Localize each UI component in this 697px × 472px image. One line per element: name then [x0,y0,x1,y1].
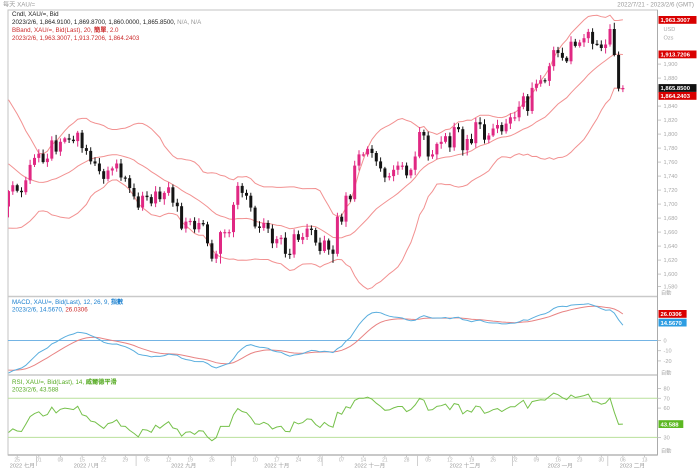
svg-text:1,840: 1,840 [664,104,678,110]
svg-text:BBand, XAU/=, Bid(Last), 20, 簡: BBand, XAU/=, Bid(Last), 20, 簡單, 2.0 [12,26,119,34]
svg-text:26: 26 [209,458,215,464]
svg-text:25: 25 [14,458,20,464]
svg-text:31: 31 [317,458,323,464]
svg-text:19: 19 [187,458,193,464]
svg-text:03: 03 [231,458,237,464]
svg-text:1,660: 1,660 [664,230,678,236]
svg-text:1,640: 1,640 [664,244,678,250]
svg-text:1,880: 1,880 [664,76,678,82]
svg-text:1,740: 1,740 [664,174,678,180]
svg-text:26: 26 [490,458,496,464]
svg-text:08: 08 [58,458,64,464]
svg-text:05: 05 [144,458,150,464]
svg-text:Ozs: Ozs [664,36,674,42]
svg-text:19: 19 [469,458,475,464]
svg-text:2022 十一月: 2022 十一月 [354,462,385,470]
svg-text:RSI, XAU/=, Bid(Last), 14, 威爾德: RSI, XAU/=, Bid(Last), 14, 威爾德平滑 [12,378,118,386]
svg-text:30: 30 [599,458,605,464]
svg-text:1,720: 1,720 [664,188,678,194]
svg-text:1,820: 1,820 [664,118,678,124]
svg-text:2022 七月: 2022 七月 [10,462,35,470]
svg-text:23: 23 [577,458,583,464]
svg-text:60: 60 [664,406,670,412]
svg-text:1,620: 1,620 [664,258,678,264]
svg-text:1,864.2403: 1,864.2403 [661,94,691,100]
svg-text:2023/2/6, 14.5670, 26.0306: 2023/2/6, 14.5670, 26.0306 [12,307,88,314]
svg-text:1,913.7206: 1,913.7206 [661,53,691,59]
svg-text:16: 16 [555,458,561,464]
svg-text:26.0306: 26.0306 [661,312,683,318]
svg-text:0: 0 [664,339,667,345]
svg-text:2022 十二月: 2022 十二月 [450,462,481,470]
svg-text:2022 八月: 2022 八月 [74,463,99,470]
svg-text:05: 05 [425,458,431,464]
svg-text:17: 17 [274,458,280,464]
svg-text:-10: -10 [664,349,672,355]
svg-text:43.588: 43.588 [661,422,680,428]
svg-text:每天 XAU/=: 每天 XAU/= [3,1,36,9]
svg-text:80: 80 [664,387,670,393]
svg-text:29: 29 [123,458,129,464]
svg-text:1,780: 1,780 [664,146,678,152]
svg-text:10: 10 [252,458,258,464]
svg-text:1,600: 1,600 [664,272,678,278]
svg-text:1,963.3007: 1,963.3007 [661,18,691,24]
svg-text:14.5670: 14.5670 [661,321,683,327]
svg-text:1,580: 1,580 [664,285,678,291]
svg-text:1,865.8500: 1,865.8500 [661,86,691,92]
svg-text:21: 21 [382,458,388,464]
svg-text:2023 二月: 2023 二月 [620,463,645,470]
svg-text:2022 九月: 2022 九月 [171,462,196,470]
svg-text:2022/7/21 - 2023/2/6 (GMT): 2022/7/21 - 2023/2/6 (GMT) [617,2,694,9]
svg-text:2023 一月: 2023 一月 [548,463,573,470]
svg-text:01: 01 [36,458,42,464]
svg-text:Cndl, XAU/=, Bid: Cndl, XAU/=, Bid [12,11,59,18]
svg-text:14: 14 [361,458,367,464]
svg-text:12: 12 [447,458,453,464]
svg-text:2023/2/6, 1,864.9100, 1,869.87: 2023/2/6, 1,864.9100, 1,869.8700, 1,860.… [12,19,202,26]
svg-text:1,760: 1,760 [664,160,678,166]
svg-text:USD: USD [664,27,676,33]
svg-text:1,680: 1,680 [664,216,678,222]
svg-text:24: 24 [296,458,302,464]
svg-text:13: 13 [642,458,648,464]
svg-text:22: 22 [101,458,107,464]
svg-text:30: 30 [664,435,670,441]
svg-text:2022 十月: 2022 十月 [264,462,289,470]
svg-text:28: 28 [404,458,410,464]
svg-text:自動: 自動 [661,447,671,455]
svg-text:70: 70 [664,396,670,402]
svg-text:1,700: 1,700 [664,202,678,208]
svg-text:02: 02 [512,458,518,464]
svg-text:2023/2/6, 1,963.3007, 1,913.72: 2023/2/6, 1,963.3007, 1,913.7206, 1,864.… [12,35,140,42]
svg-text:自動: 自動 [661,289,671,297]
svg-text:2023/2/6, 43.588: 2023/2/6, 43.588 [12,387,59,394]
svg-text:12: 12 [166,458,172,464]
svg-text:07: 07 [339,458,345,464]
svg-text:自動: 自動 [661,369,671,377]
svg-text:1,800: 1,800 [664,132,678,138]
svg-text:09: 09 [534,458,540,464]
svg-text:06: 06 [620,458,626,464]
svg-text:-20: -20 [664,359,672,365]
svg-text:15: 15 [79,458,85,464]
svg-text:1,900: 1,900 [664,62,678,68]
svg-text:MACD, XAU/=, Bid(Last), 12, 26: MACD, XAU/=, Bid(Last), 12, 26, 9, 指數 [12,298,124,306]
